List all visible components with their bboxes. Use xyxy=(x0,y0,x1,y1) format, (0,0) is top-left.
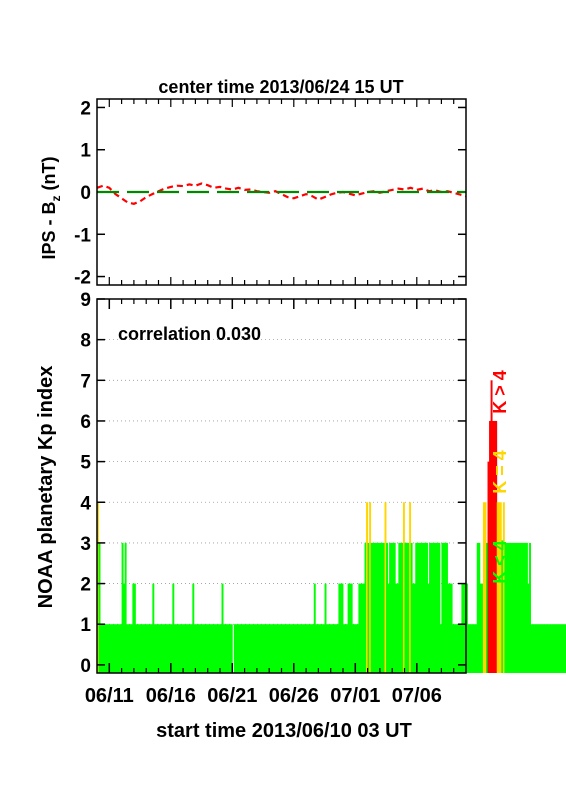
bottom-y-tick-label: 3 xyxy=(80,534,91,555)
bottom-plot-area: 0 1 2 3 4 5 6 7 8 9 06/11 06/16 06/21 06/26 07/01 07/06 xyxy=(80,290,566,707)
bottom-y-tick-label: 6 xyxy=(80,412,91,433)
ips-bz-series-line xyxy=(97,184,466,204)
top-y-tick-label: 0 xyxy=(80,183,91,204)
correlation-annotation: correlation 0.030 xyxy=(118,324,261,344)
bottom-y-tick-label: 8 xyxy=(80,331,91,352)
bottom-y-tick-label: 5 xyxy=(80,453,91,474)
top-y-tick-label: -2 xyxy=(74,268,91,289)
bottom-y-tick-label: 2 xyxy=(80,575,91,596)
bottom-y-tick-label: 4 xyxy=(80,493,91,514)
bottom-x-tick-label: 06/21 xyxy=(207,685,257,707)
top-chart-title: center time 2013/06/24 15 UT xyxy=(158,77,403,97)
legend-k-high: K > 4 xyxy=(490,370,510,414)
bottom-y-axis-label: NOAA planetary Kp index xyxy=(35,366,57,609)
legend-k-equal: K = 4 xyxy=(490,450,510,494)
bottom-x-tick-label: 06/16 xyxy=(146,685,196,707)
bottom-x-tick-label: 07/01 xyxy=(330,685,380,707)
bottom-y-tick-label: 1 xyxy=(80,615,91,636)
top-y-tick-label: 2 xyxy=(80,98,91,119)
legend-k-low: K < 4 xyxy=(490,540,510,584)
bottom-y-tick-label: 7 xyxy=(80,371,91,392)
bottom-x-tick-label: 07/06 xyxy=(392,685,442,707)
bottom-x-tick-label: 06/26 xyxy=(269,685,319,707)
top-y-axis-label-main: IPS - B xyxy=(39,201,59,259)
top-y-axis-label-unit: (nT) xyxy=(39,156,59,195)
top-y-tick-label: 1 xyxy=(80,141,91,162)
bottom-x-axis-label: start time 2013/06/10 03 UT xyxy=(156,720,412,742)
bottom-y-tick-label: 9 xyxy=(80,290,91,311)
top-y-tick-label: -1 xyxy=(74,225,91,246)
top-plot-area: -2 -1 0 1 2 xyxy=(74,98,466,288)
top-y-axis-label: IPS - Bz (nT) xyxy=(39,156,63,259)
bottom-x-tick-label: 06/11 xyxy=(85,685,134,707)
bottom-y-tick-label: 0 xyxy=(80,656,91,677)
